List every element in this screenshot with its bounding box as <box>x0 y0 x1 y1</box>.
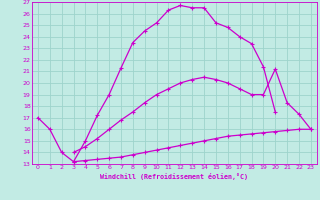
X-axis label: Windchill (Refroidissement éolien,°C): Windchill (Refroidissement éolien,°C) <box>100 173 248 180</box>
